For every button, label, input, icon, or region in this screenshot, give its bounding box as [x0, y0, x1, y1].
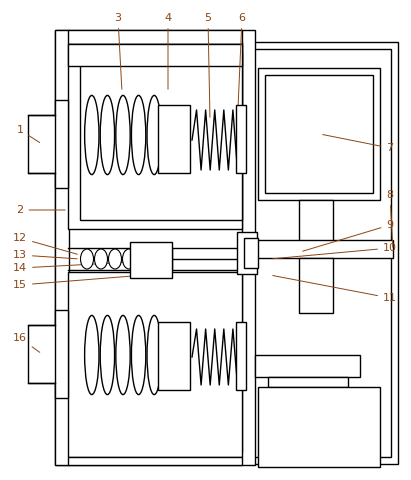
Bar: [68, 44, 242, 66]
Bar: [244, 238, 258, 268]
Ellipse shape: [85, 96, 99, 175]
Bar: [255, 240, 393, 258]
Bar: [68, 457, 242, 465]
Bar: [258, 387, 380, 467]
Text: 15: 15: [13, 275, 142, 290]
Ellipse shape: [116, 96, 130, 175]
Text: 5: 5: [205, 13, 212, 117]
Text: 10: 10: [273, 243, 397, 259]
Bar: [55, 100, 68, 188]
Text: 9: 9: [302, 220, 394, 251]
Bar: [255, 355, 360, 377]
Bar: [68, 42, 242, 452]
Ellipse shape: [109, 249, 122, 269]
Ellipse shape: [132, 96, 146, 175]
Text: 11: 11: [273, 276, 397, 303]
Text: 2: 2: [16, 205, 65, 215]
Text: 3: 3: [115, 13, 122, 89]
Bar: [299, 258, 333, 313]
Bar: [299, 200, 333, 252]
Ellipse shape: [122, 249, 136, 269]
Ellipse shape: [100, 96, 115, 175]
Ellipse shape: [147, 315, 162, 395]
Bar: [230, 42, 398, 464]
Bar: [265, 75, 373, 193]
Text: 4: 4: [164, 13, 171, 89]
Text: 6: 6: [238, 13, 245, 105]
Text: 1: 1: [16, 125, 39, 143]
Bar: [28, 325, 56, 383]
Bar: [236, 105, 246, 173]
Ellipse shape: [85, 315, 99, 395]
Bar: [258, 68, 380, 200]
Ellipse shape: [100, 315, 115, 395]
Ellipse shape: [95, 249, 108, 269]
Bar: [130, 242, 172, 278]
Ellipse shape: [132, 315, 146, 395]
Text: 12: 12: [13, 233, 77, 254]
Text: 16: 16: [13, 333, 40, 352]
Bar: [68, 272, 242, 457]
Text: 13: 13: [13, 250, 77, 260]
Bar: [158, 105, 190, 173]
Bar: [236, 322, 246, 390]
Text: 7: 7: [323, 134, 394, 153]
Bar: [237, 232, 257, 274]
Bar: [158, 322, 190, 390]
Bar: [68, 44, 242, 229]
Bar: [28, 115, 56, 173]
Text: 8: 8: [386, 190, 394, 247]
Bar: [237, 49, 391, 457]
Bar: [55, 310, 68, 398]
Bar: [55, 30, 69, 465]
Ellipse shape: [116, 315, 130, 395]
Bar: [268, 377, 348, 387]
Bar: [68, 30, 242, 44]
Ellipse shape: [81, 249, 93, 269]
Bar: [55, 30, 255, 465]
Bar: [80, 52, 242, 220]
Ellipse shape: [147, 96, 162, 175]
Text: 14: 14: [13, 262, 129, 273]
